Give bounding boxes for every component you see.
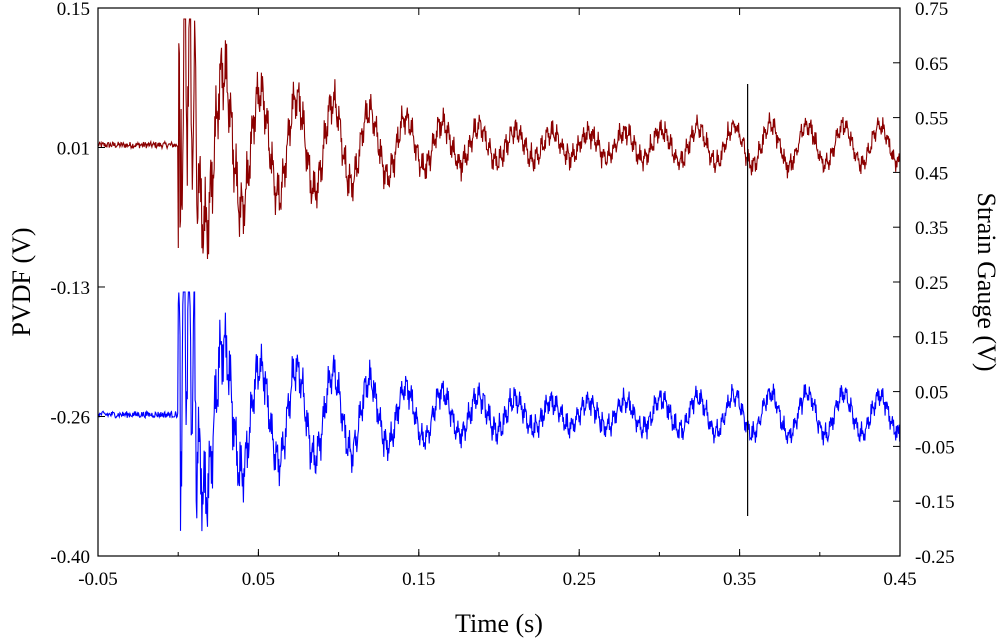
y-left-tick-label: 0.15 (57, 0, 90, 20)
y-right-tick-label: 0.55 (915, 109, 948, 130)
y-right-tick-label: 0.15 (915, 328, 948, 349)
plot-frame (97, 7, 901, 557)
y-right-tick-label: 0.45 (915, 163, 948, 184)
x-tick-label: 0.05 (242, 569, 275, 590)
y-right-tick-label: -0.15 (915, 492, 955, 513)
x-axis-title: Time (s) (455, 609, 543, 638)
x-tick-label: 0.25 (563, 569, 596, 590)
series-line-strain-gauge (97, 18, 901, 260)
y-left-tick-label: -0.13 (50, 278, 90, 299)
y-right-tick-label: 0.25 (915, 273, 948, 294)
x-tick-label: 0.35 (723, 569, 756, 590)
y-right-tick-label: 0.35 (915, 218, 948, 239)
y-right-tick-label: 0.05 (915, 383, 948, 404)
traces (97, 18, 901, 532)
y-right-tick-label: 0.65 (915, 54, 948, 75)
y-left-tick-label: -0.40 (50, 547, 90, 568)
y-axis-left-title: PVDF (V) (7, 227, 36, 336)
tick-labels: -0.05 0.05 0.15 0.25 0.35 0.45 0.15 0.01 -0.13 -0… (50, 0, 954, 590)
y-right-tick-label: 0.75 (915, 0, 948, 20)
y-axis-right-title: Strain Gauge (V) (972, 192, 1000, 371)
series-line-pvdf (97, 291, 901, 532)
y-left-tick-label: -0.26 (50, 408, 90, 429)
x-tick-label: 0.45 (883, 569, 916, 590)
y-left-tick-label: 0.01 (57, 138, 90, 159)
x-tick-label: -0.05 (78, 569, 118, 590)
y-right-tick-label: -0.05 (915, 437, 955, 458)
plot-area (98, 8, 900, 556)
y-right-tick-label: -0.25 (915, 547, 955, 568)
x-tick-label: 0.15 (402, 569, 435, 590)
